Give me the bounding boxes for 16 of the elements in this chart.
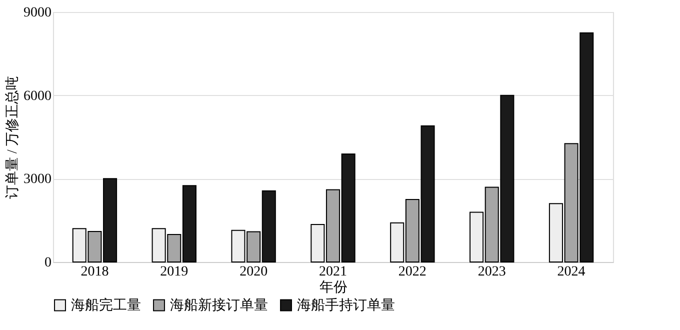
x-tick-label: 2023: [478, 264, 506, 280]
x-tick-label: 2020: [240, 264, 268, 280]
legend-label: 海船完工量: [71, 297, 141, 314]
y-tick-label: 9000: [24, 6, 52, 20]
y-tick-label: 3000: [24, 172, 52, 188]
x-tick-label: 2021: [319, 264, 347, 280]
legend-label: 海船新接订单量: [170, 297, 268, 314]
x-tick-label: 2018: [80, 264, 109, 280]
legend-label: 海船手持订单量: [297, 297, 395, 314]
x-tick-label: 2019: [160, 264, 188, 280]
y-tick-label: 6000: [24, 88, 52, 104]
x-tick-label: 2022: [398, 264, 426, 280]
x-axis-title: 年份: [320, 280, 348, 296]
y-tick-label: 0: [44, 256, 52, 270]
x-tick-label: 2024: [557, 264, 586, 280]
y-axis-title: 订单量 / 万修正总吨: [4, 76, 20, 199]
